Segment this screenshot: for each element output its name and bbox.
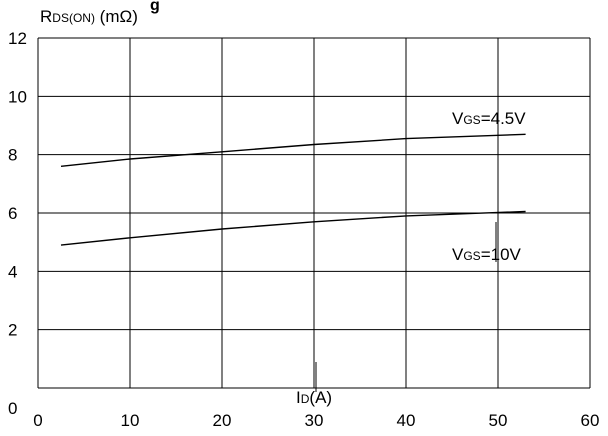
y-tick-label-12: 12 (8, 29, 27, 48)
x-tick-label-40: 40 (397, 411, 416, 430)
x-tick-labels: 0 10 20 30 40 50 60 (33, 411, 599, 430)
series-group (60, 133, 526, 246)
x-tick-label-20: 20 (213, 411, 232, 430)
chart-title-fragment: g (150, 0, 160, 14)
x-tick-label-30: 30 (305, 411, 324, 430)
series-line-vgs-10v (60, 210, 526, 246)
y-axis-label: RDS(ON) (mΩ) (40, 7, 138, 26)
y-tick-label-0: 0 (8, 399, 17, 418)
x-tick-label-50: 50 (489, 411, 508, 430)
y-tick-label-8: 8 (8, 146, 17, 165)
y-tick-label-10: 10 (8, 87, 27, 106)
series-label-vgs-10v-sub: GS (463, 249, 480, 263)
y-axis-label-unit: (mΩ) (95, 7, 138, 26)
grid (37, 37, 591, 389)
y-tick-label-4: 4 (8, 262, 17, 281)
series-label-vgs-10v: VGS=10V (452, 245, 522, 264)
series-label-vgs-10v-rest: =10V (481, 245, 522, 264)
x-axis-label-unit: (A) (309, 388, 332, 407)
series-label-vgs-4.5v-sub: GS (463, 113, 480, 127)
y-axis-label-main: R (40, 7, 52, 26)
y-tick-labels: 0 2 4 6 8 10 12 (8, 29, 27, 418)
series-label-vgs-4.5v-rest: =4.5V (481, 109, 527, 128)
series-label-vgs-10v-main: V (452, 245, 464, 264)
series-label-vgs-4.5v: VGS=4.5V (452, 109, 526, 128)
x-axis-label-sub: D (301, 392, 310, 406)
x-tick-label-0: 0 (33, 411, 42, 430)
y-tick-label-6: 6 (8, 204, 17, 223)
series-label-vgs-4.5v-main: V (452, 109, 464, 128)
x-axis-label-main: I (296, 388, 301, 407)
x-tick-label-60: 60 (581, 411, 600, 430)
series-line-vgs-4.5v (60, 133, 526, 167)
y-tick-label-2: 2 (8, 321, 17, 340)
x-tick-label-10: 10 (121, 411, 140, 430)
y-axis-label-sub: DS(ON) (52, 11, 95, 25)
x-axis-label: ID(A) (296, 388, 332, 407)
